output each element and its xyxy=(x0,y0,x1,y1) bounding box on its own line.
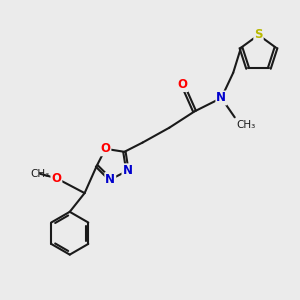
Text: S: S xyxy=(254,28,263,41)
Text: O: O xyxy=(178,78,188,91)
Text: O: O xyxy=(100,142,110,155)
Text: N: N xyxy=(216,92,226,104)
Text: N: N xyxy=(122,164,132,177)
Text: O: O xyxy=(51,172,62,185)
Text: CH₃: CH₃ xyxy=(30,169,50,179)
Text: N: N xyxy=(105,173,115,186)
Text: CH₃: CH₃ xyxy=(236,120,255,130)
